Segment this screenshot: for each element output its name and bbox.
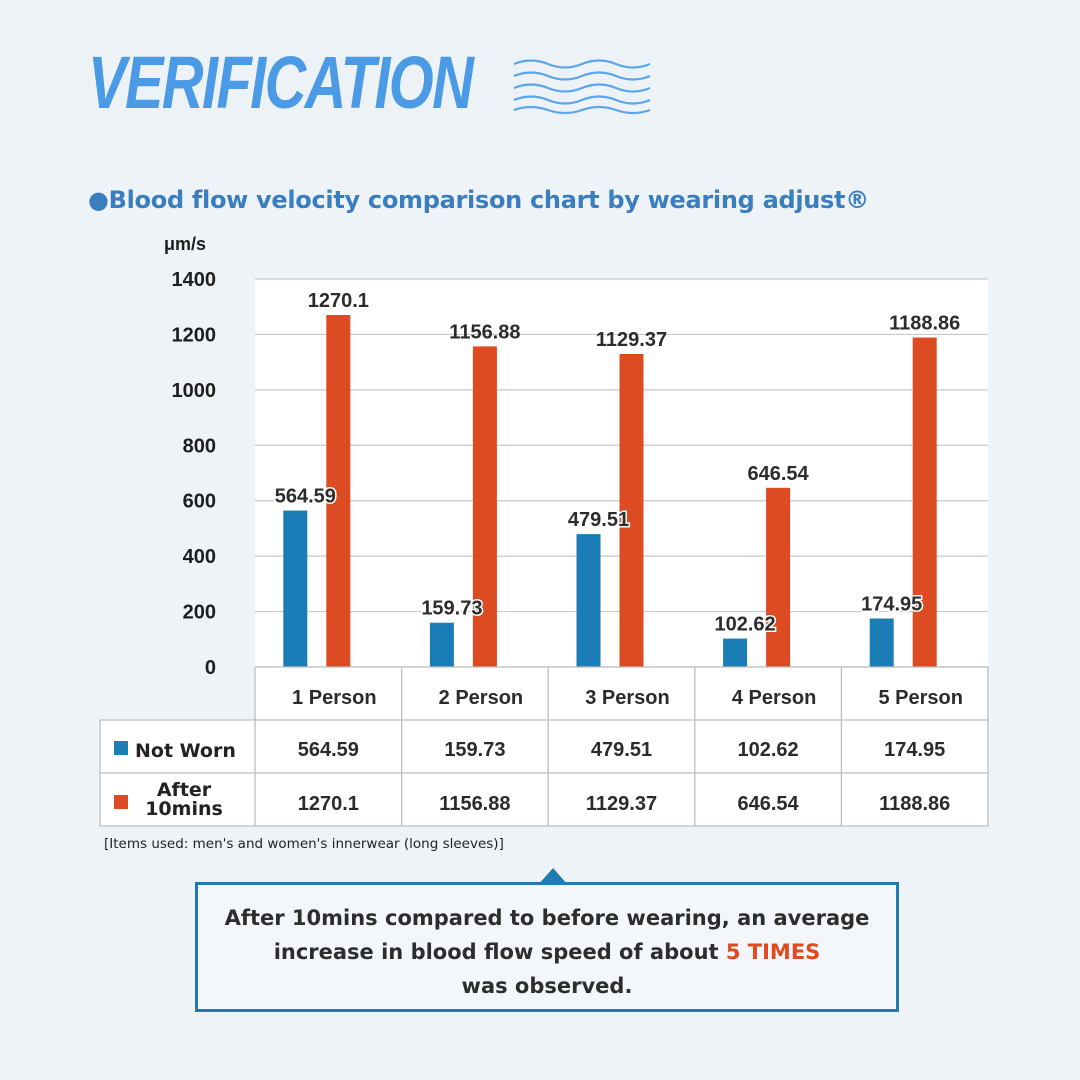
bar-after-10mins [472,346,497,667]
bar-after-10mins [619,354,644,667]
y-tick-label: 1200 [172,324,217,346]
callout-line-1: After 10mins compared to before wearing,… [224,906,870,930]
category-label: 5 Person [878,687,962,709]
y-tick-label: 1400 [172,269,217,291]
y-axis-unit: μm/s [164,234,206,254]
table-cell-not-worn: 102.62 [738,739,799,761]
bar-not-worn [576,534,601,667]
y-tick-label: 0 [205,657,216,679]
y-tick-label: 800 [183,435,216,457]
row-label-after-10mins-line1: After [157,779,212,801]
category-label: 4 Person [732,687,816,709]
legend-swatch-not-worn [114,741,128,755]
table-cell-not-worn: 564.59 [298,739,359,761]
category-label: 3 Person [585,687,669,709]
table-cell-not-worn: 174.95 [884,739,945,761]
category-label: 2 Person [439,687,523,709]
data-label-after-10mins: 646.54 [748,463,810,485]
bar-after-10mins [326,315,351,667]
data-label-not-worn: 102.62 [715,614,776,636]
data-label-after-10mins: 1270.1 [308,290,369,312]
waves-icon [513,59,651,115]
data-label-not-worn: 564.59 [275,486,336,508]
data-label-not-worn: 174.95 [861,594,922,616]
table-cell-not-worn: 159.73 [444,739,505,761]
footnote: [Items used: men's and women's innerwear… [104,836,504,852]
bar-after-10mins [766,487,791,667]
bar-not-worn [723,638,748,667]
table-cell-after-10mins: 1188.86 [879,793,950,815]
y-tick-label: 600 [183,491,216,513]
data-label-not-worn: 479.51 [568,509,629,531]
y-tick-label: 200 [183,602,216,624]
table-cell-after-10mins: 1129.37 [586,793,657,815]
data-label-after-10mins: 1129.37 [596,329,667,351]
data-label-not-worn: 159.73 [421,598,482,620]
row-label-not-worn: Not Worn [135,740,236,762]
bar-not-worn [429,622,454,667]
category-label: 1 Person [292,687,376,709]
callout-highlight: 5 TIMES [725,940,821,964]
callout-line-2: increase in blood flow speed of about 5 … [198,935,896,969]
bar-not-worn [283,510,308,667]
legend-swatch-after-10mins [114,795,128,809]
table-category-row [255,667,988,720]
bar-after-10mins [912,337,937,667]
bar-not-worn [869,618,894,667]
table-cell-not-worn: 479.51 [591,739,652,761]
table-cell-after-10mins: 646.54 [738,793,800,815]
page-title: VERIFICATION [88,41,474,124]
callout-line-2-text: increase in blood flow speed of about [273,940,726,964]
chart-subtitle: ●Blood flow velocity comparison chart by… [88,186,869,214]
table-cell-after-10mins: 1270.1 [298,793,359,815]
y-tick-label: 1000 [172,380,217,402]
table-cell-after-10mins: 1156.88 [439,793,510,815]
callout-pointer-icon [538,868,568,885]
y-tick-label: 400 [183,546,216,568]
data-label-after-10mins: 1156.88 [449,321,520,343]
data-label-after-10mins: 1188.86 [889,313,960,335]
conclusion-callout: After 10mins compared to before wearing,… [195,882,899,1012]
row-label-after-10mins-line2: 10mins [145,798,223,820]
callout-line-3: was observed. [461,974,633,998]
